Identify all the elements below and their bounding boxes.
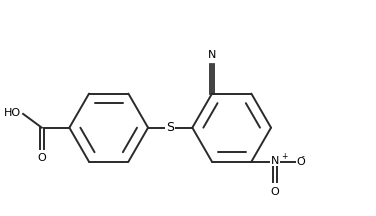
Text: S: S	[166, 121, 174, 134]
Text: O: O	[297, 157, 305, 167]
Text: HO: HO	[4, 108, 21, 118]
Text: O: O	[38, 153, 46, 163]
Text: +: +	[281, 152, 287, 161]
Text: -: -	[302, 152, 305, 161]
Text: N: N	[208, 50, 216, 60]
Text: N: N	[271, 156, 279, 166]
Text: O: O	[271, 187, 279, 197]
